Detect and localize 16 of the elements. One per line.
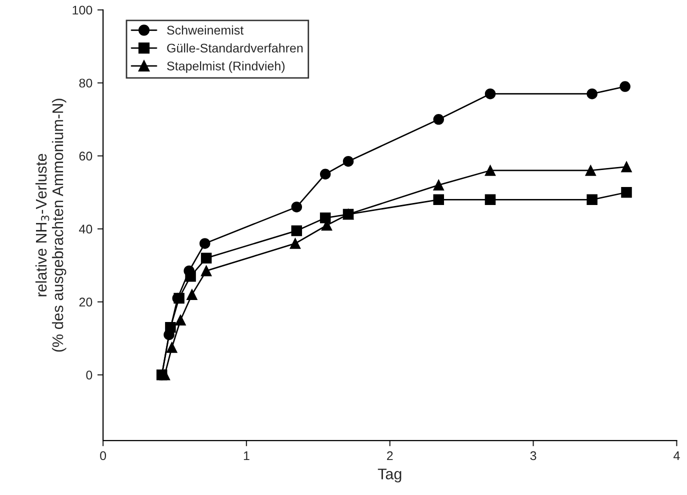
y-tick-label: 60 <box>79 152 92 161</box>
x-axis-title: Tag <box>378 468 402 482</box>
y-tick-label: 80 <box>79 78 92 88</box>
y-axis-title: relative NH$_{3}$-Verluste (% des ausgebrachten Ammonium-N) <box>35 98 66 352</box>
legend-label: Stapelmist (Rindvieh) <box>167 61 285 73</box>
x-tick-label: 1 <box>244 451 250 460</box>
legend-label: Gülle-Standardverfahren <box>167 43 303 53</box>
x-tick-label: 3 <box>530 451 536 460</box>
y-tick-label: 100 <box>72 6 92 15</box>
x-tick-label: 0 <box>100 451 106 460</box>
y-tick-label: 40 <box>79 224 92 234</box>
y-tick-label: 20 <box>79 298 92 307</box>
y-tick-label: 0 <box>86 370 92 380</box>
legend-label: Schweinemist <box>167 25 244 35</box>
x-tick-label: 4 <box>674 451 680 460</box>
x-tick-label: 2 <box>387 451 393 460</box>
